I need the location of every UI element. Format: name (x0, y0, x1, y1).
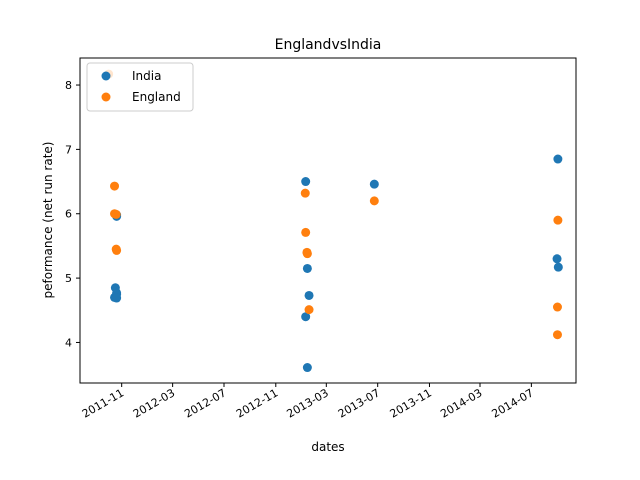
point-england-11 (369, 196, 379, 206)
x-tick-label-1: 2012-03 (131, 386, 177, 420)
x-tick-label-4: 2013-03 (285, 386, 331, 420)
point-india-12 (369, 179, 379, 189)
point-england-10 (304, 305, 314, 315)
x-axis: 2011-11 2012-03 2012-07 2012-11 2013-03 2013-… (80, 383, 536, 421)
point-india-14 (552, 254, 562, 264)
legend-box (86, 62, 194, 112)
point-india-15 (553, 262, 563, 272)
x-tick-label-3: 2012-11 (234, 386, 280, 420)
x-tick-label-7: 2014-03 (438, 386, 484, 420)
x-axis-label: dates (311, 440, 344, 454)
point-india-4 (112, 293, 122, 303)
y-tick-label-4: 8 (65, 79, 72, 92)
points-layer (104, 69, 563, 373)
chart-title: EnglandvsIndia (275, 37, 382, 53)
point-england-13 (552, 302, 562, 312)
plot-frame (79, 57, 577, 384)
point-india-9 (304, 290, 314, 300)
y-tick-label-0: 4 (65, 336, 72, 349)
x-tick-label-8: 2014-07 (490, 386, 536, 420)
x-tick-label-5: 2013-07 (336, 386, 382, 420)
point-england-3 (111, 209, 121, 219)
legend-marker-india (101, 71, 111, 81)
point-india-10 (302, 263, 312, 273)
y-axis: 4 5 6 7 8 (65, 79, 80, 349)
point-england-5 (112, 245, 122, 255)
y-tick-label-1: 5 (65, 272, 72, 285)
point-india-11 (302, 363, 312, 373)
legend-marker-england (101, 92, 111, 102)
point-england-12 (553, 215, 563, 225)
point-india-13 (553, 154, 563, 164)
point-england-7 (301, 227, 311, 237)
y-axis-label: peformance (net run rate) (41, 142, 55, 299)
point-india-7 (301, 177, 311, 187)
legend-label-india: India (132, 69, 161, 83)
legend: India England (86, 62, 194, 112)
x-tick-label-0: 2011-11 (80, 386, 126, 420)
legend-label-england: England (132, 90, 181, 104)
point-india-8 (301, 312, 311, 322)
point-england-9 (302, 249, 312, 259)
y-tick-label-3: 7 (65, 143, 72, 156)
point-england-1 (110, 181, 120, 191)
x-tick-label-2: 2012-07 (182, 386, 228, 420)
point-england-6 (300, 188, 310, 198)
point-england-14 (552, 330, 562, 340)
y-tick-label-2: 6 (65, 208, 72, 221)
x-tick-label-6: 2013-11 (388, 386, 434, 420)
